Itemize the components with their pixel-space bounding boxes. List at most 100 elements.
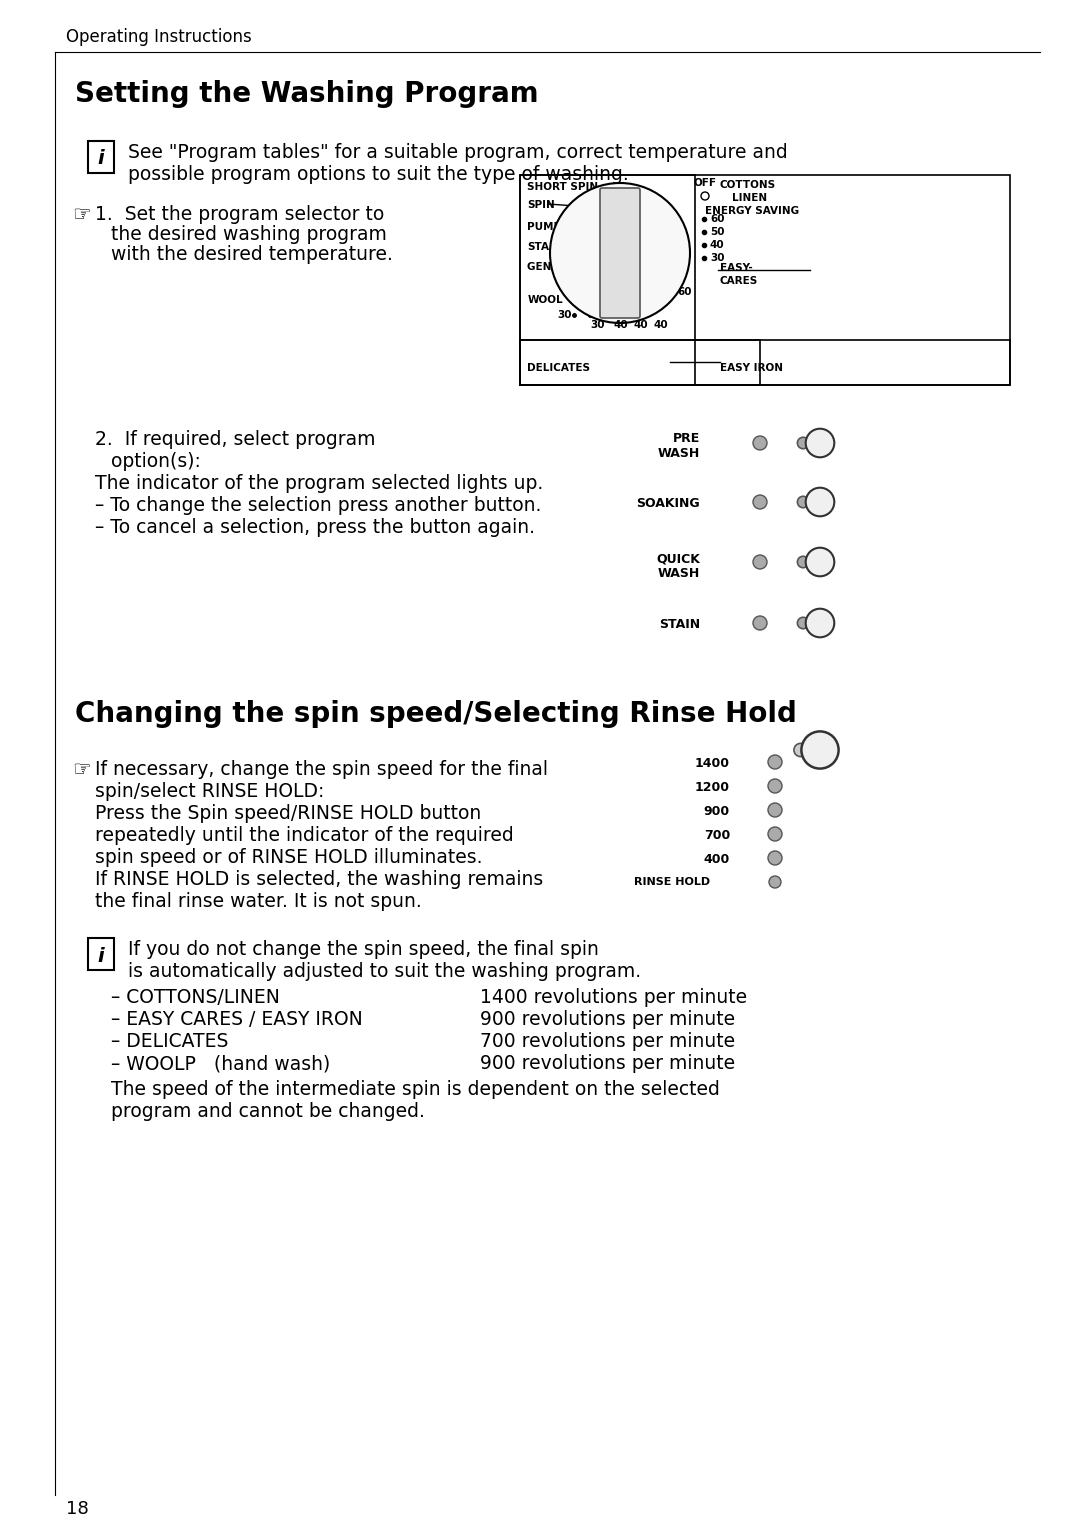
Text: DELICATES: DELICATES xyxy=(527,362,590,373)
Text: 900: 900 xyxy=(704,804,730,818)
Text: – DELICATES: – DELICATES xyxy=(111,1032,228,1050)
Circle shape xyxy=(806,488,834,517)
Circle shape xyxy=(794,743,807,757)
Text: 1400 revolutions per minute: 1400 revolutions per minute xyxy=(480,988,747,1008)
Bar xyxy=(519,174,1010,385)
Text: repeatedly until the indicator of the required: repeatedly until the indicator of the re… xyxy=(95,826,514,846)
Text: 40: 40 xyxy=(633,320,648,330)
Text: the desired washing program: the desired washing program xyxy=(111,225,387,245)
Bar xyxy=(87,141,114,173)
Circle shape xyxy=(753,616,767,630)
Text: is automatically adjusted to suit the washing program.: is automatically adjusted to suit the wa… xyxy=(129,962,642,982)
Text: ☞: ☞ xyxy=(72,205,91,225)
Text: 40: 40 xyxy=(653,320,667,330)
Circle shape xyxy=(768,827,782,841)
Text: 40: 40 xyxy=(710,240,725,251)
Text: 900 revolutions per minute: 900 revolutions per minute xyxy=(480,1053,735,1073)
Circle shape xyxy=(768,778,782,794)
Text: The speed of the intermediate spin is dependent on the selected: The speed of the intermediate spin is de… xyxy=(111,1079,720,1099)
Text: 1.  Set the program selector to: 1. Set the program selector to xyxy=(95,205,384,225)
Bar xyxy=(87,937,114,969)
Circle shape xyxy=(797,618,809,628)
Text: 700: 700 xyxy=(704,829,730,842)
Text: 1400: 1400 xyxy=(696,757,730,771)
Text: – WOOLP   (hand wash): – WOOLP (hand wash) xyxy=(111,1053,330,1073)
Text: SOAKING: SOAKING xyxy=(636,497,700,511)
Text: 700 revolutions per minute: 700 revolutions per minute xyxy=(480,1032,735,1050)
Circle shape xyxy=(797,557,809,567)
Text: 60: 60 xyxy=(710,214,725,225)
Text: i: i xyxy=(97,150,105,168)
Bar xyxy=(519,339,1010,385)
Text: program and cannot be changed.: program and cannot be changed. xyxy=(111,1102,424,1121)
Text: ☞: ☞ xyxy=(72,760,91,780)
Circle shape xyxy=(769,876,781,888)
Circle shape xyxy=(753,555,767,569)
Circle shape xyxy=(550,183,690,323)
Text: STARCHING: STARCHING xyxy=(527,242,594,252)
Text: – EASY CARES / EASY IRON: – EASY CARES / EASY IRON xyxy=(111,1011,363,1029)
Text: LINEN: LINEN xyxy=(732,193,767,203)
Text: with the desired temperature.: with the desired temperature. xyxy=(111,245,393,265)
Text: CARES: CARES xyxy=(720,277,758,286)
Text: 30: 30 xyxy=(590,320,605,330)
FancyBboxPatch shape xyxy=(600,188,640,318)
Text: Operating Instructions: Operating Instructions xyxy=(66,28,252,46)
Text: WASH: WASH xyxy=(658,567,700,579)
Text: SPIN: SPIN xyxy=(527,200,555,209)
Text: If you do not change the spin speed, the final spin: If you do not change the spin speed, the… xyxy=(129,940,599,959)
Text: 18: 18 xyxy=(66,1500,89,1518)
Text: If necessary, change the spin speed for the final: If necessary, change the spin speed for … xyxy=(95,760,548,778)
Circle shape xyxy=(806,428,834,457)
Text: STAIN: STAIN xyxy=(659,618,700,631)
Text: Press the Spin speed/RINSE HOLD button: Press the Spin speed/RINSE HOLD button xyxy=(95,804,482,823)
Circle shape xyxy=(806,547,834,576)
Circle shape xyxy=(801,731,838,769)
Text: Setting the Washing Program: Setting the Washing Program xyxy=(75,80,539,109)
Text: – COTTONS/LINEN: – COTTONS/LINEN xyxy=(111,988,280,1008)
Text: SHORT SPIN: SHORT SPIN xyxy=(527,182,598,193)
Text: 60: 60 xyxy=(677,287,691,297)
Text: spin speed or of RINSE HOLD illuminates.: spin speed or of RINSE HOLD illuminates. xyxy=(95,849,483,867)
Text: If RINSE HOLD is selected, the washing remains: If RINSE HOLD is selected, the washing r… xyxy=(95,870,543,888)
Text: GENTLE RINSE: GENTLE RINSE xyxy=(527,261,611,272)
Circle shape xyxy=(768,852,782,865)
Circle shape xyxy=(753,436,767,450)
Text: i: i xyxy=(97,946,105,965)
Text: 400: 400 xyxy=(704,853,730,865)
Text: PUMP OUT: PUMP OUT xyxy=(527,222,590,232)
Circle shape xyxy=(768,803,782,816)
Text: ☝: ☝ xyxy=(588,292,596,304)
Text: option(s):: option(s): xyxy=(111,453,201,471)
Text: the final rinse water. It is not spun.: the final rinse water. It is not spun. xyxy=(95,891,422,911)
Circle shape xyxy=(806,609,834,638)
Bar xyxy=(519,174,696,385)
Text: 30: 30 xyxy=(710,252,725,263)
Circle shape xyxy=(797,497,809,508)
Text: 30: 30 xyxy=(557,310,571,320)
Text: 50: 50 xyxy=(710,226,725,237)
Bar xyxy=(519,339,760,385)
Text: QUICK: QUICK xyxy=(657,552,700,566)
Circle shape xyxy=(753,495,767,509)
Text: See "Program tables" for a suitable program, correct temperature and
possible pr: See "Program tables" for a suitable prog… xyxy=(129,144,787,183)
Text: EASY-: EASY- xyxy=(720,263,753,274)
Text: – To change the selection press another button.: – To change the selection press another … xyxy=(95,495,541,515)
Text: RINSE HOLD: RINSE HOLD xyxy=(634,878,710,887)
Text: PRE: PRE xyxy=(673,433,700,445)
Text: WOOL: WOOL xyxy=(528,295,564,304)
Text: spin/select RINSE HOLD:: spin/select RINSE HOLD: xyxy=(95,781,324,801)
Circle shape xyxy=(797,437,809,448)
Text: 40: 40 xyxy=(613,320,627,330)
Text: EASY IRON: EASY IRON xyxy=(720,362,783,373)
Text: COLD: COLD xyxy=(600,275,632,284)
Text: OFF: OFF xyxy=(693,177,716,188)
Text: The indicator of the program selected lights up.: The indicator of the program selected li… xyxy=(95,474,543,492)
Text: 1200: 1200 xyxy=(696,781,730,794)
Text: Changing the spin speed/Selecting Rinse Hold: Changing the spin speed/Selecting Rinse … xyxy=(75,700,797,728)
Text: COTTONS: COTTONS xyxy=(720,180,777,190)
Text: 50: 50 xyxy=(600,310,615,321)
Text: WASH: WASH xyxy=(658,446,700,460)
Text: 2.  If required, select program: 2. If required, select program xyxy=(95,430,376,450)
Circle shape xyxy=(768,755,782,769)
